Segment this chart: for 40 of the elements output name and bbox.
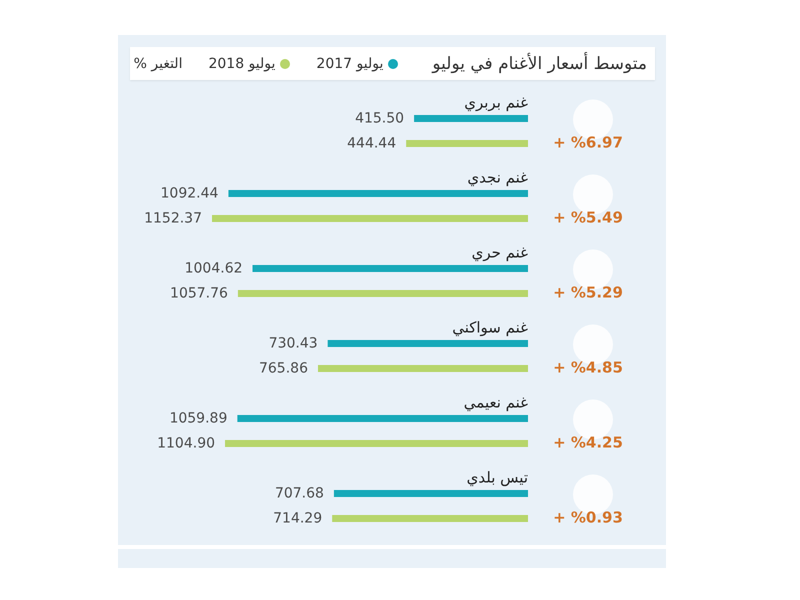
bar	[237, 415, 528, 422]
legend-label: يوليو 2017	[316, 56, 384, 72]
text: + %4.25	[553, 434, 623, 452]
bar	[318, 365, 528, 372]
text: + %5.29	[553, 284, 623, 302]
y-tick-label: تيس بلدي	[466, 468, 528, 486]
data-label: 707.68	[274, 486, 324, 502]
bar	[228, 190, 528, 197]
text: + %4.85	[553, 358, 623, 376]
bar	[328, 340, 528, 347]
data-label: 765.86	[258, 360, 308, 376]
chart-title: متوسط أسعار الأغنام في يوليو	[432, 54, 647, 74]
text: + %0.93	[553, 508, 623, 526]
bar	[225, 440, 528, 447]
data-label: 714.29	[273, 510, 322, 526]
y-tick-label: غنم نجدي	[467, 168, 528, 186]
text: + %6.97	[553, 134, 623, 152]
text: التغير %	[134, 56, 182, 72]
y-tick-label: غنم نعيمي	[464, 394, 528, 412]
data-label: 444.44	[347, 136, 396, 152]
bar	[212, 215, 528, 222]
bar	[252, 265, 528, 272]
bar	[332, 515, 528, 522]
data-label: 1092.44	[160, 186, 219, 202]
data-label: 1059.89	[169, 410, 228, 426]
y-tick-label: غنم بربري	[464, 94, 528, 112]
data-label: 1004.62	[184, 260, 243, 276]
y-tick-label: غنم سواكني	[452, 318, 528, 336]
bar	[238, 290, 528, 297]
y-tick-label: غنم حري	[472, 244, 528, 262]
bar	[406, 140, 528, 147]
data-label: 415.50	[355, 110, 404, 126]
data-label: 1152.37	[144, 210, 202, 226]
data-label: 1057.76	[170, 286, 228, 302]
data-label: 1104.90	[157, 436, 216, 452]
bar	[414, 115, 528, 122]
bar	[334, 490, 528, 497]
data-label: 730.43	[268, 336, 318, 352]
text: + %5.49	[553, 208, 623, 226]
legend-label: يوليو 2018	[208, 56, 276, 72]
